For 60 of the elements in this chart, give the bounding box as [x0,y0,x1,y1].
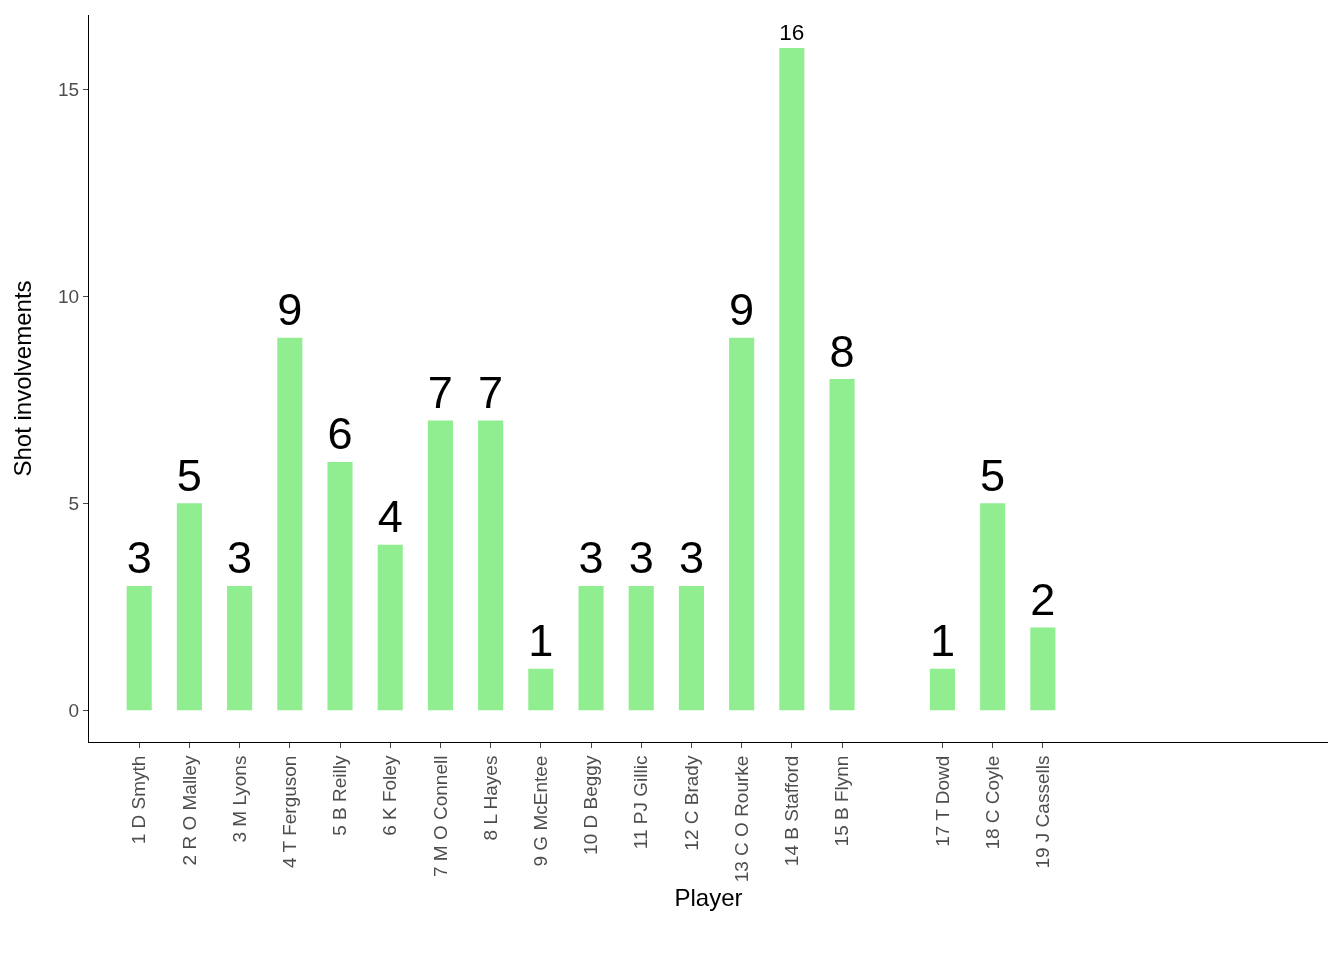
data-label: 3 [578,532,604,584]
bar [929,668,955,711]
bar [478,420,504,711]
x-tick-label: 15 B Flynn [831,755,853,847]
x-tick-label: 2 R O Malley [178,755,200,866]
bar [678,586,704,711]
x-tick-label: 13 C O Rourke [730,755,752,883]
y-tick-label: 0 [68,699,80,721]
x-tick-label: 8 L Hayes [479,755,501,841]
bar [227,586,253,711]
bar [327,461,353,711]
x-tick-label: 11 PJ Gillic [630,755,652,850]
x-tick-label: 19 J Cassells [1032,755,1054,869]
x-tick-label: 14 B Stafford [781,755,803,867]
data-label: 9 [277,284,303,336]
x-tick-label: 10 D Beggy [580,755,602,855]
bar [377,544,403,711]
bar [829,379,855,711]
data-label: 3 [678,532,704,584]
x-tick-label: 1 D Smyth [128,755,150,845]
x-tick-label: 12 C Brady [680,755,702,851]
data-label: 8 [829,325,855,377]
y-tick-label: 5 [68,492,80,514]
data-label: 6 [327,408,353,460]
data-label: 5 [176,449,202,501]
x-tick-label: 4 T Ferguson [278,755,300,868]
data-label: 1 [528,615,554,667]
data-label: 9 [729,284,755,336]
data-label: 2 [1030,573,1056,625]
bar [779,48,805,711]
bar [427,420,453,711]
data-label: 1 [929,615,955,667]
bar [126,586,152,711]
x-tick-label: 6 K Foley [379,755,401,836]
data-label: 7 [427,366,453,418]
bar [578,586,604,711]
x-tick-label: 9 G McEntee [529,755,551,867]
bar [729,337,755,711]
y-axis-title: Shot involvements [9,280,36,477]
bar [277,337,303,711]
data-label: 3 [628,532,654,584]
data-label: 5 [980,449,1006,501]
x-axis-title: Player [674,884,743,912]
bar [528,668,554,711]
y-tick-label: 15 [58,79,80,101]
data-label: 3 [126,532,152,584]
bar [628,586,654,711]
bar [980,503,1006,711]
data-label: 4 [377,491,403,543]
x-tick-label: 17 T Dowd [931,755,953,847]
data-label: 7 [478,366,504,418]
x-tick-label: 7 M O Connell [429,755,451,878]
bar [1030,627,1056,711]
x-tick-label: 5 B Reilly [329,755,351,836]
y-tick-label: 10 [58,286,80,308]
x-tick-label: 18 C Coyle [981,755,1003,850]
x-tick-label: 3 M Lyons [228,755,250,843]
bar [176,503,202,711]
data-label: 3 [227,532,253,584]
data-label: 16 [779,20,805,46]
